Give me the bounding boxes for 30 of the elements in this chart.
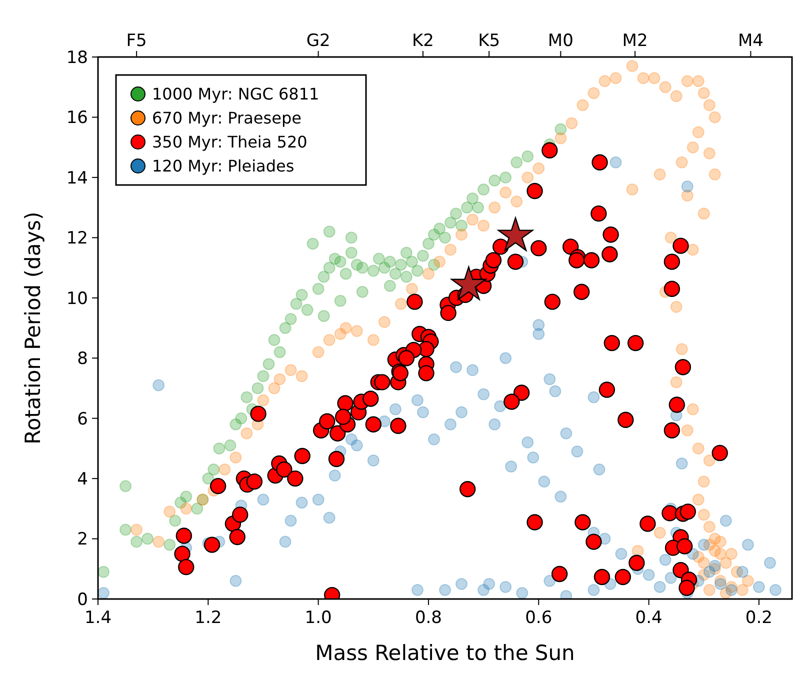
y-tick-label: 0 [77,590,88,610]
x-tick-label: 0.8 [414,608,442,628]
legend-label: 350 Myr: Theia 520 [152,132,308,152]
annotation: K2 [412,31,434,51]
x-axis-title: Mass Relative to the Sun [315,641,575,665]
y-axis-title: Rotation Period (days) [21,212,45,444]
y-tick-label: 16 [66,108,88,128]
x-tick-label: 1.4 [84,608,112,628]
annotation: F5 [126,31,147,51]
annotation: G2 [306,31,330,51]
legend-label: 670 Myr: Praesepe [152,108,302,128]
y-tick-label: 18 [66,48,88,68]
y-tick-label: 12 [66,228,88,249]
x-tick-label: 1.2 [194,608,222,628]
y-tick-label: 8 [77,349,88,370]
annotation: M2 [622,31,648,51]
y-tick-label: 4 [77,470,88,490]
x-tick-label: 0.4 [635,608,662,628]
annotation: M0 [548,31,574,51]
y-tick-label: 6 [77,409,88,430]
legend-label: 120 Myr: Pleiades [152,156,294,176]
annotation: K5 [478,31,500,51]
x-tick-label: 0.6 [525,608,552,628]
y-tick-label: 14 [66,168,88,188]
legend-label: 1000 Myr: NGC 6811 [152,84,320,104]
annotation: M4 [738,31,764,51]
y-tick-label: 10 [66,288,88,309]
y-tick-label: 2 [77,530,88,550]
x-tick-label: 0.2 [745,608,772,628]
x-tick-label: 1.0 [304,608,332,628]
